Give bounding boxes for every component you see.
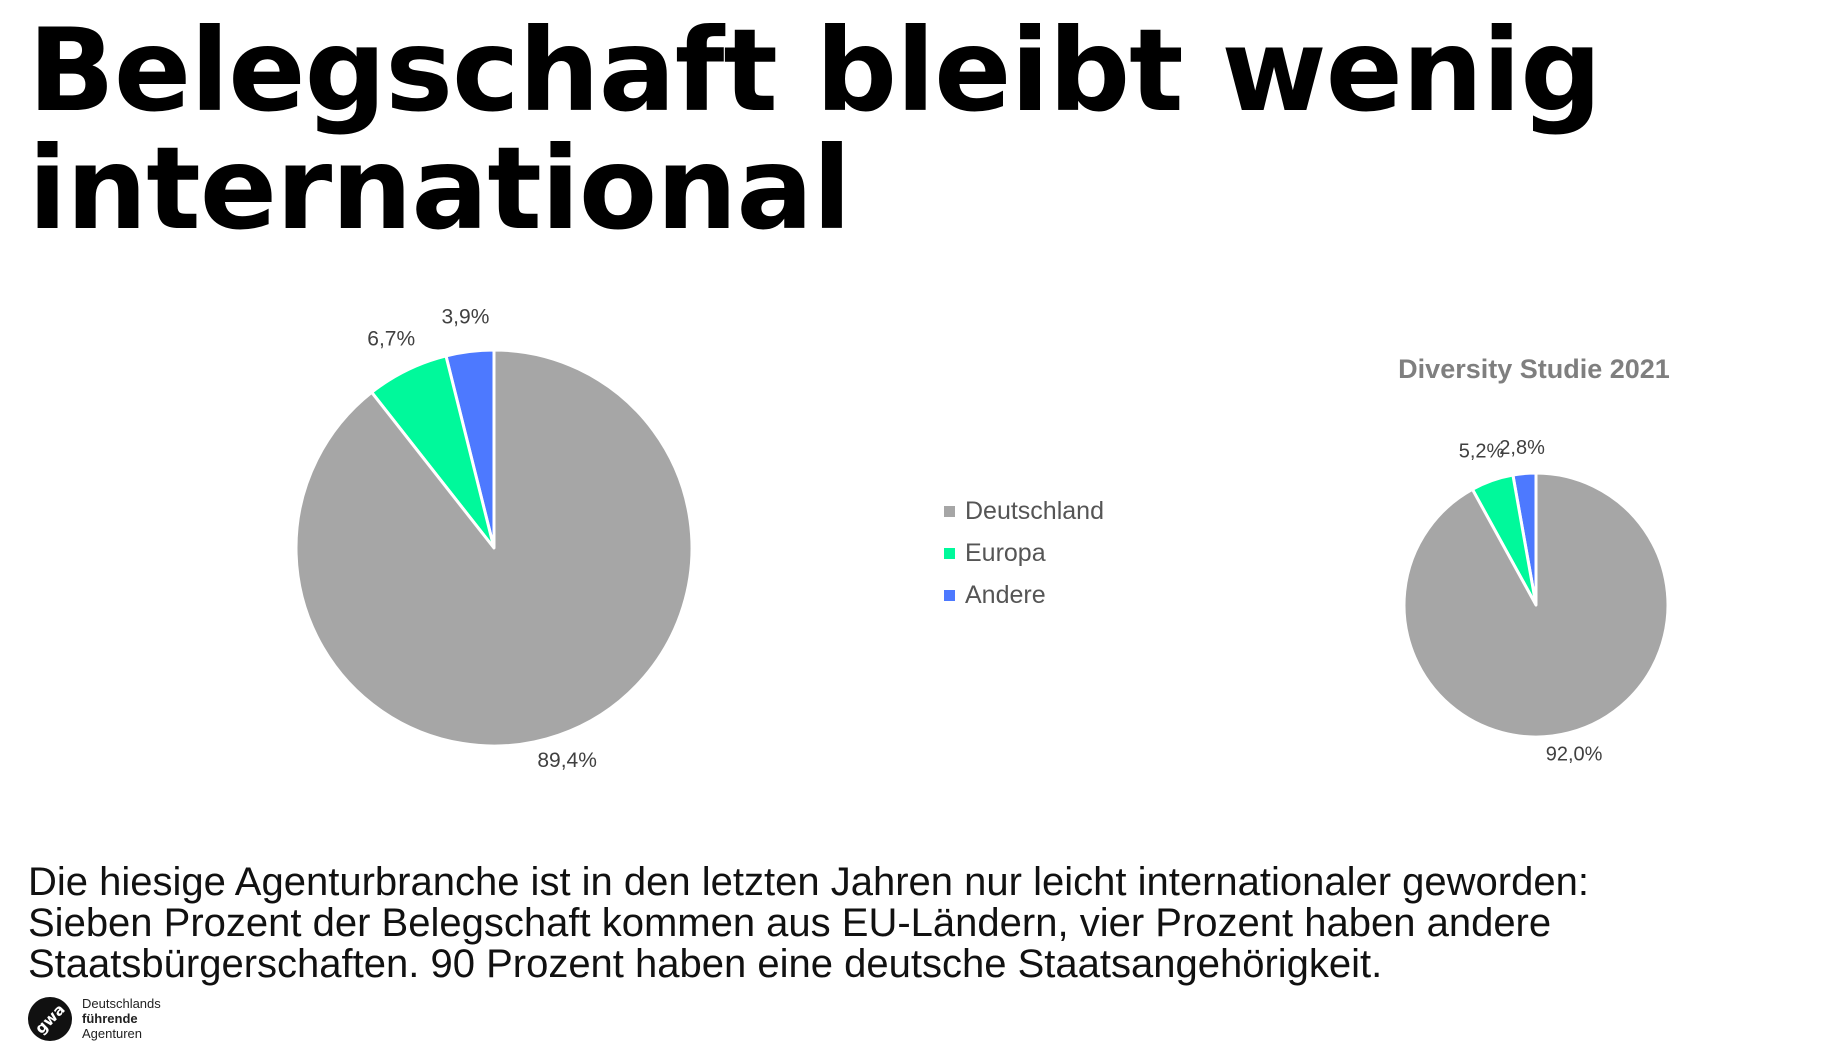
legend-label-andere: Andere — [965, 580, 1046, 609]
legend-item-deutschland: Deutschland — [944, 490, 1104, 532]
pie-2023-label-andere: 3,9% — [442, 305, 490, 328]
pie-2023-label-deutschland: 89,4% — [537, 749, 597, 772]
brand-tagline: Deutschlands führende Agenturen — [82, 996, 161, 1041]
description-line-1: Die hiesige Agenturbranche ist in den le… — [28, 860, 1589, 904]
description-line-3: Staatsbürgerschaften. 90 Prozent haben e… — [28, 942, 1383, 986]
pie-2021-label-andere: 2,8% — [1499, 437, 1545, 459]
pie-2021-label-europa: 5,2% — [1459, 441, 1505, 463]
legend-swatch-deutschland — [944, 505, 955, 517]
brand-footer: gwa Deutschlands führende Agenturen — [18, 987, 161, 1050]
description-text: Die hiesige Agenturbranche ist in den le… — [28, 862, 1828, 985]
description-line-2: Sieben Prozent der Belegschaft kommen au… — [28, 901, 1552, 945]
pie-2021-label-deutschland: 92,0% — [1546, 743, 1603, 765]
pie-chart-2021: Diversity Studie 2021 92,0% 5,2%2,8% — [1398, 354, 1670, 765]
legend-label-deutschland: Deutschland — [965, 496, 1104, 525]
pie-chart-2021-title: Diversity Studie 2021 — [1398, 354, 1670, 384]
legend-swatch-andere — [944, 589, 955, 601]
brand-tagline-line-2: führende — [82, 1011, 138, 1026]
pie-2021-slice-deutschland — [1402, 471, 1670, 739]
chart-legend: Deutschland Europa Andere — [944, 490, 1104, 616]
brand-tagline-line-1: Deutschlands — [82, 996, 161, 1011]
page-title-line-1: Belegschaft bleibt wenig — [28, 4, 1602, 137]
gwa-logo-icon: gwa — [18, 987, 82, 1050]
legend-item-andere: Andere — [944, 574, 1104, 616]
legend-label-europa: Europa — [965, 538, 1046, 567]
brand-tagline-line-3: Agenturen — [82, 1026, 142, 1041]
legend-swatch-europa — [944, 547, 955, 559]
pie-2023-slice-deutschland — [294, 348, 694, 748]
pie-chart-2023: 89,4% 6,7% 3,9% — [294, 305, 694, 772]
gwa-logo-text: gwa — [31, 999, 69, 1038]
page-title-line-2: international — [28, 122, 851, 255]
pie-2023-label-europa: 6,7% — [367, 328, 415, 351]
page-title: Belegschaft bleibt wenig international — [28, 12, 1808, 248]
legend-item-europa: Europa — [944, 532, 1104, 574]
